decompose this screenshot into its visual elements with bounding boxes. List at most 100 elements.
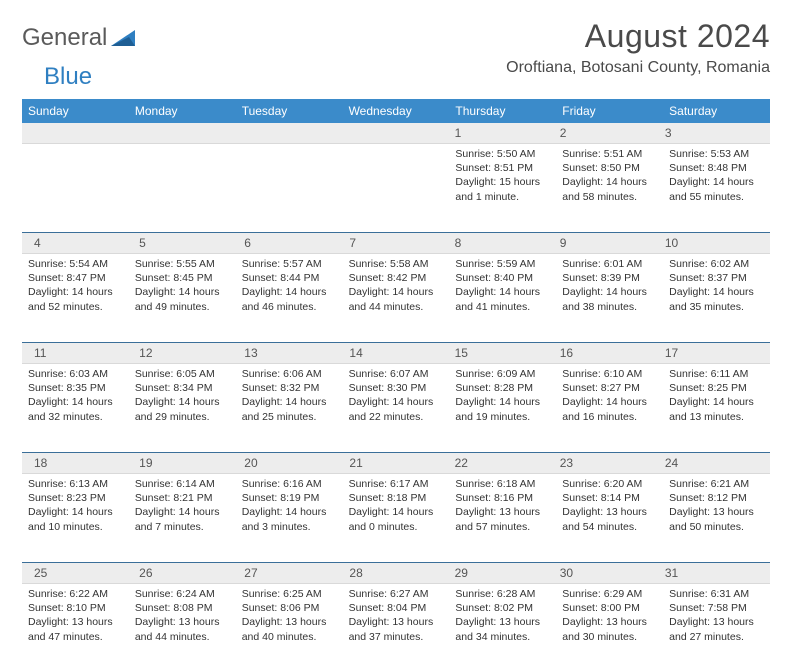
weeks-container: 12 3 Sunrise: 5:50 AMSunset: 8:51 PMDaylig… <box>22 123 770 672</box>
daylight-line: Daylight: 13 hours and 37 minutes. <box>349 615 444 643</box>
sunrise-line: Sunrise: 6:29 AM <box>562 587 657 601</box>
week-row: Sunrise: 6:22 AMSunset: 8:10 PMDaylight:… <box>22 584 770 672</box>
day-info: Sunrise: 6:24 AMSunset: 8:08 PMDaylight:… <box>135 584 230 644</box>
day-info: Sunrise: 6:05 AMSunset: 8:34 PMDaylight:… <box>135 364 230 424</box>
daylight-line: Daylight: 14 hours and 29 minutes. <box>135 395 230 423</box>
daylight-line: Daylight: 14 hours and 7 minutes. <box>135 505 230 533</box>
day-info: Sunrise: 6:03 AMSunset: 8:35 PMDaylight:… <box>28 364 123 424</box>
day-number: 22 <box>449 456 554 470</box>
day-cell: Sunrise: 6:05 AMSunset: 8:34 PMDaylight:… <box>129 364 236 452</box>
day-number <box>28 126 133 140</box>
day-info: Sunrise: 5:58 AMSunset: 8:42 PMDaylight:… <box>349 254 444 314</box>
week-row: Sunrise: 5:54 AMSunset: 8:47 PMDaylight:… <box>22 254 770 342</box>
daylight-line: Daylight: 14 hours and 10 minutes. <box>28 505 123 533</box>
sunrise-line: Sunrise: 5:59 AM <box>455 257 550 271</box>
day-info: Sunrise: 5:53 AMSunset: 8:48 PMDaylight:… <box>669 144 764 204</box>
daylight-line: Daylight: 14 hours and 0 minutes. <box>349 505 444 533</box>
sunrise-line: Sunrise: 6:27 AM <box>349 587 444 601</box>
day-cell: Sunrise: 6:10 AMSunset: 8:27 PMDaylight:… <box>556 364 663 452</box>
day-cell: Sunrise: 5:57 AMSunset: 8:44 PMDaylight:… <box>236 254 343 342</box>
day-cell: Sunrise: 5:51 AMSunset: 8:50 PMDaylight:… <box>556 144 663 232</box>
day-number <box>343 126 448 140</box>
day-number: 9 <box>554 236 659 250</box>
daylight-line: Daylight: 14 hours and 58 minutes. <box>562 175 657 203</box>
daylight-line: Daylight: 14 hours and 25 minutes. <box>242 395 337 423</box>
week-number-strip: 25262728293031 <box>22 562 770 584</box>
week-row: Sunrise: 6:13 AMSunset: 8:23 PMDaylight:… <box>22 474 770 562</box>
sunset-line: Sunset: 8:12 PM <box>669 491 764 505</box>
day-cell: Sunrise: 6:27 AMSunset: 8:04 PMDaylight:… <box>343 584 450 672</box>
day-info: Sunrise: 5:59 AMSunset: 8:40 PMDaylight:… <box>455 254 550 314</box>
sunset-line: Sunset: 8:35 PM <box>28 381 123 395</box>
day-number: 3 <box>659 126 764 140</box>
sunrise-line: Sunrise: 6:02 AM <box>669 257 764 271</box>
day-info: Sunrise: 6:31 AMSunset: 7:58 PMDaylight:… <box>669 584 764 644</box>
day-info <box>349 144 444 147</box>
sunrise-line: Sunrise: 6:24 AM <box>135 587 230 601</box>
day-cell: Sunrise: 6:03 AMSunset: 8:35 PMDaylight:… <box>22 364 129 452</box>
day-number <box>238 126 343 140</box>
sunrise-line: Sunrise: 6:18 AM <box>455 477 550 491</box>
sunrise-line: Sunrise: 5:51 AM <box>562 147 657 161</box>
day-info: Sunrise: 6:29 AMSunset: 8:00 PMDaylight:… <box>562 584 657 644</box>
dow-wednesday: Wednesday <box>343 99 450 123</box>
sunset-line: Sunset: 7:58 PM <box>669 601 764 615</box>
day-number: 26 <box>133 566 238 580</box>
day-cell: Sunrise: 6:25 AMSunset: 8:06 PMDaylight:… <box>236 584 343 672</box>
day-cell: Sunrise: 5:58 AMSunset: 8:42 PMDaylight:… <box>343 254 450 342</box>
day-cell <box>236 144 343 232</box>
sunrise-line: Sunrise: 6:07 AM <box>349 367 444 381</box>
sunrise-line: Sunrise: 6:14 AM <box>135 477 230 491</box>
day-cell: Sunrise: 5:50 AMSunset: 8:51 PMDaylight:… <box>449 144 556 232</box>
daylight-line: Daylight: 14 hours and 52 minutes. <box>28 285 123 313</box>
dow-monday: Monday <box>129 99 236 123</box>
day-number: 30 <box>554 566 659 580</box>
dow-friday: Friday <box>556 99 663 123</box>
day-number: 25 <box>28 566 133 580</box>
sunrise-line: Sunrise: 6:28 AM <box>455 587 550 601</box>
day-info <box>135 144 230 147</box>
sunrise-line: Sunrise: 6:22 AM <box>28 587 123 601</box>
brand-triangle-icon <box>111 28 137 48</box>
brand-word-1: General <box>22 24 107 52</box>
day-info: Sunrise: 6:27 AMSunset: 8:04 PMDaylight:… <box>349 584 444 644</box>
day-info: Sunrise: 5:54 AMSunset: 8:47 PMDaylight:… <box>28 254 123 314</box>
day-cell <box>22 144 129 232</box>
sunrise-line: Sunrise: 6:05 AM <box>135 367 230 381</box>
day-number: 4 <box>28 236 133 250</box>
day-cell: Sunrise: 6:07 AMSunset: 8:30 PMDaylight:… <box>343 364 450 452</box>
day-info: Sunrise: 6:10 AMSunset: 8:27 PMDaylight:… <box>562 364 657 424</box>
day-number: 27 <box>238 566 343 580</box>
sunset-line: Sunset: 8:02 PM <box>455 601 550 615</box>
day-info: Sunrise: 6:21 AMSunset: 8:12 PMDaylight:… <box>669 474 764 534</box>
day-info: Sunrise: 6:09 AMSunset: 8:28 PMDaylight:… <box>455 364 550 424</box>
week-number-strip: 18192021222324 <box>22 452 770 474</box>
daylight-line: Daylight: 14 hours and 19 minutes. <box>455 395 550 423</box>
day-cell: Sunrise: 6:29 AMSunset: 8:00 PMDaylight:… <box>556 584 663 672</box>
sunrise-line: Sunrise: 6:25 AM <box>242 587 337 601</box>
sunset-line: Sunset: 8:14 PM <box>562 491 657 505</box>
day-info: Sunrise: 6:17 AMSunset: 8:18 PMDaylight:… <box>349 474 444 534</box>
sunrise-line: Sunrise: 6:09 AM <box>455 367 550 381</box>
day-number <box>133 126 238 140</box>
day-cell: Sunrise: 6:18 AMSunset: 8:16 PMDaylight:… <box>449 474 556 562</box>
sunrise-line: Sunrise: 5:50 AM <box>455 147 550 161</box>
dow-sunday: Sunday <box>22 99 129 123</box>
sunset-line: Sunset: 8:16 PM <box>455 491 550 505</box>
calendar: Sunday Monday Tuesday Wednesday Thursday… <box>22 99 770 672</box>
daylight-line: Daylight: 14 hours and 41 minutes. <box>455 285 550 313</box>
day-cell: Sunrise: 6:21 AMSunset: 8:12 PMDaylight:… <box>663 474 770 562</box>
brand-word-2: Blue <box>44 63 92 90</box>
day-number: 18 <box>28 456 133 470</box>
day-number: 12 <box>133 346 238 360</box>
day-cell: Sunrise: 6:14 AMSunset: 8:21 PMDaylight:… <box>129 474 236 562</box>
day-cell: Sunrise: 6:22 AMSunset: 8:10 PMDaylight:… <box>22 584 129 672</box>
dow-tuesday: Tuesday <box>236 99 343 123</box>
daylight-line: Daylight: 14 hours and 49 minutes. <box>135 285 230 313</box>
day-number: 15 <box>449 346 554 360</box>
day-number: 13 <box>238 346 343 360</box>
sunrise-line: Sunrise: 6:03 AM <box>28 367 123 381</box>
sunset-line: Sunset: 8:18 PM <box>349 491 444 505</box>
month-title: August 2024 <box>506 18 770 55</box>
day-info: Sunrise: 6:11 AMSunset: 8:25 PMDaylight:… <box>669 364 764 424</box>
